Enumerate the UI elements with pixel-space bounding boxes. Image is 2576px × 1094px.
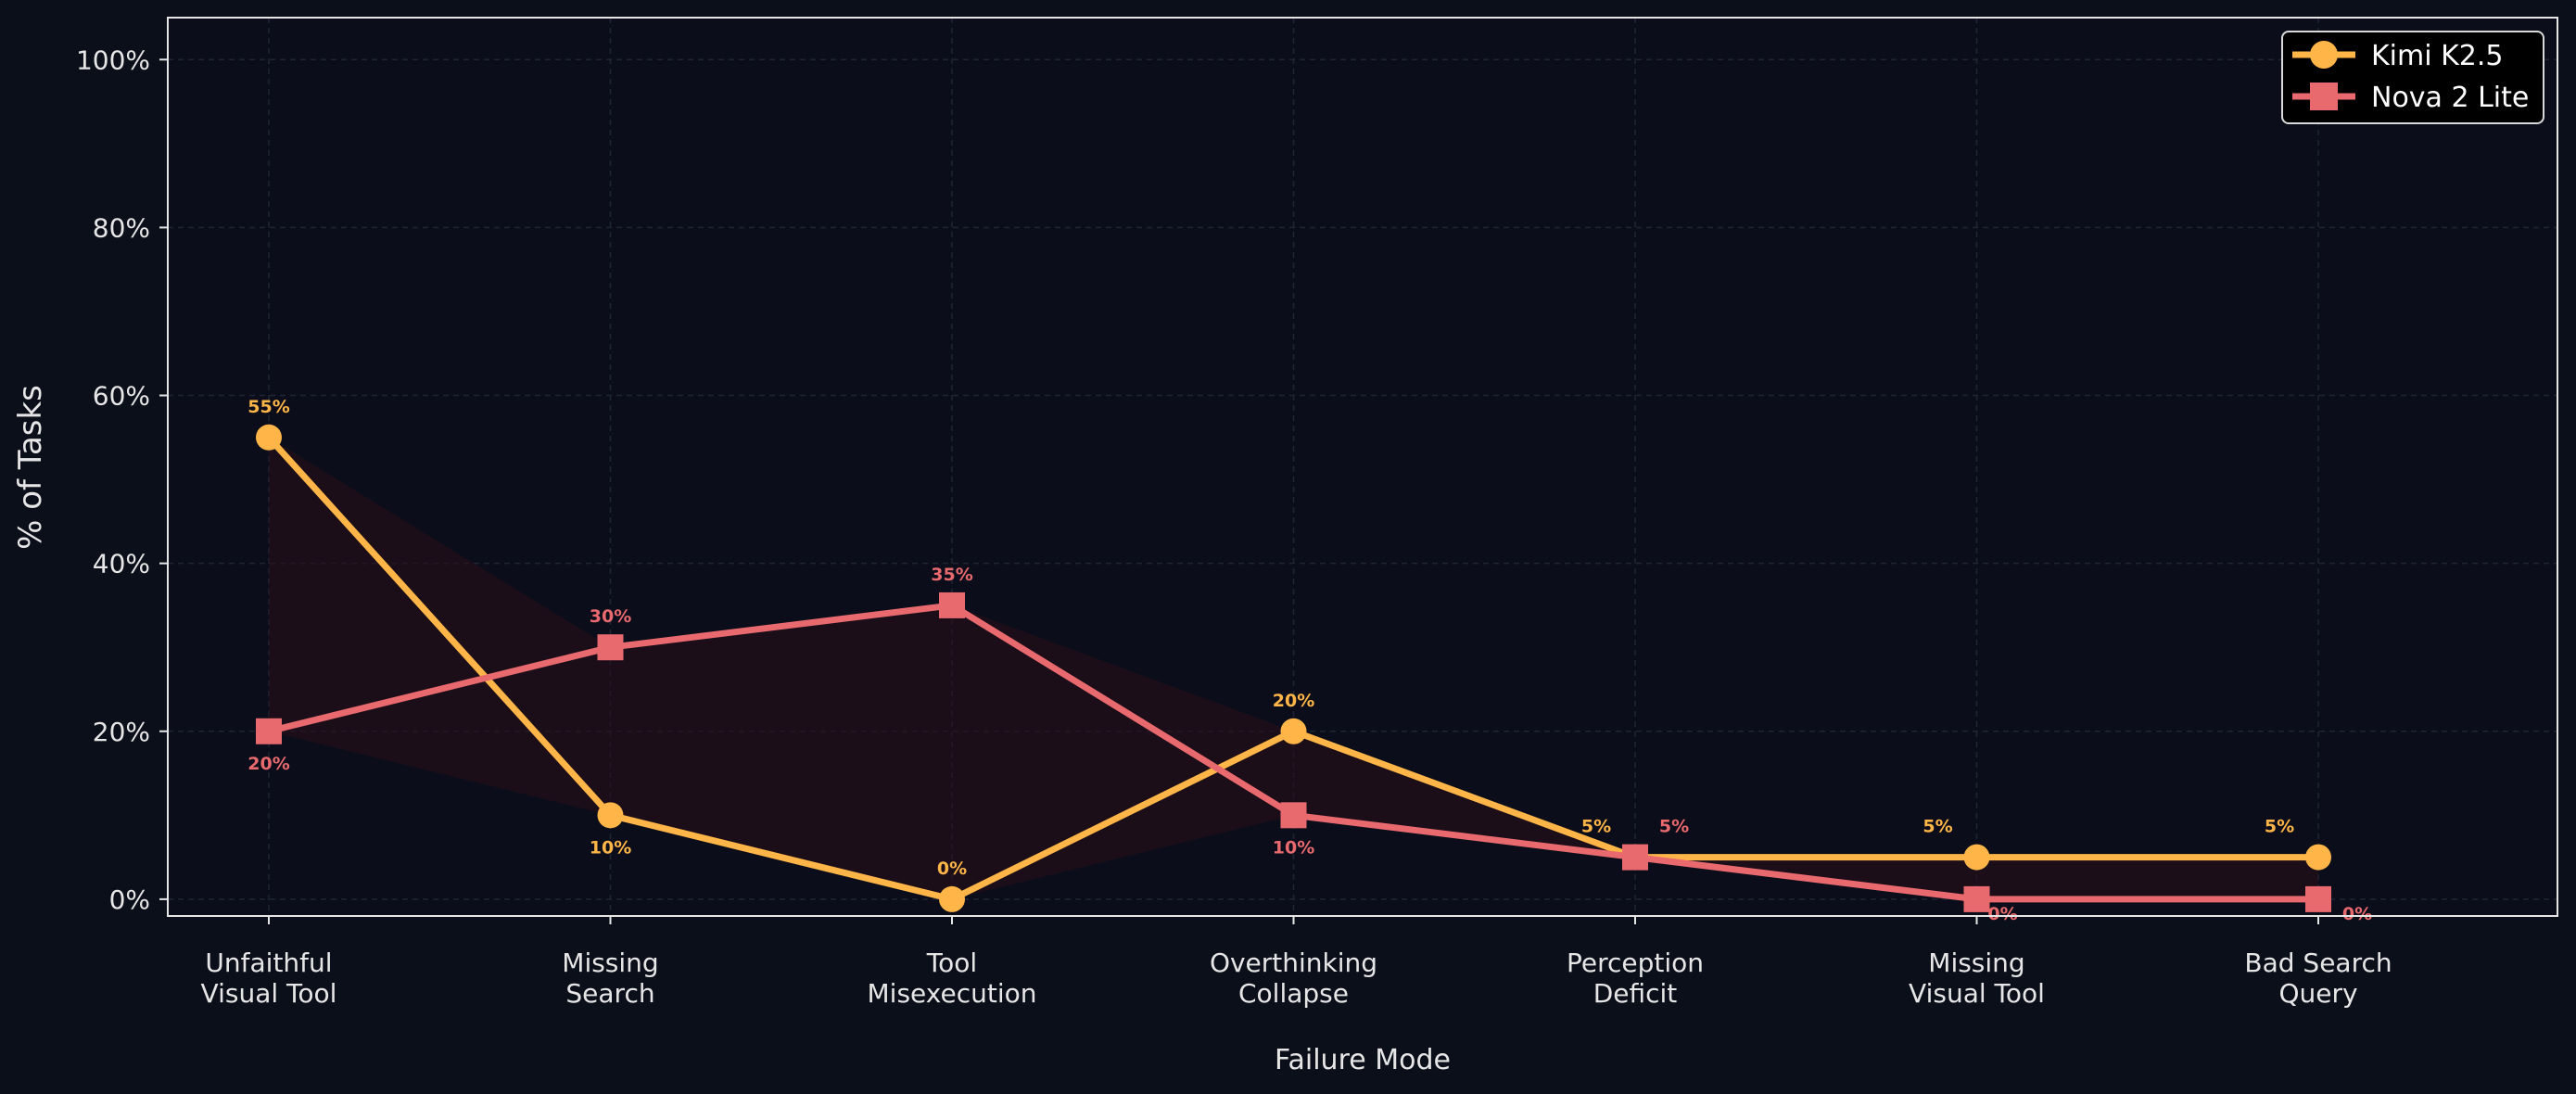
data-label-nova-2-lite: 10% bbox=[1273, 837, 1314, 858]
legend-label-nova-2-lite: Nova 2 Lite bbox=[2371, 82, 2529, 114]
x-tick-label: Missing bbox=[1928, 948, 2024, 978]
y-tick-label: 100% bbox=[76, 45, 150, 75]
data-label-kimi-k2-5: 55% bbox=[247, 397, 289, 417]
data-label-kimi-k2-5: 5% bbox=[1922, 817, 1952, 837]
marker-kimi-k2-5 bbox=[939, 885, 965, 912]
data-label-nova-2-lite: 5% bbox=[1659, 817, 1689, 837]
x-tick-label: Visual Tool bbox=[1909, 978, 2045, 1009]
x-tick-label: Missing bbox=[562, 948, 658, 978]
marker-nova-2-lite bbox=[2305, 885, 2331, 912]
marker-nova-2-lite bbox=[597, 634, 624, 661]
marker-kimi-k2-5 bbox=[256, 424, 282, 451]
x-axis-title: Failure Mode bbox=[1275, 1044, 1451, 1076]
x-tick-label: Unfaithful bbox=[205, 948, 332, 978]
x-tick-label: Misexecution bbox=[868, 978, 1037, 1009]
x-tick-label: Deficit bbox=[1593, 978, 1678, 1009]
series-markers bbox=[256, 424, 2331, 912]
x-tick-label: Perception bbox=[1567, 948, 1704, 978]
marker-nova-2-lite bbox=[1280, 802, 1307, 829]
x-tick-label: Visual Tool bbox=[201, 978, 337, 1009]
marker-kimi-k2-5 bbox=[2305, 844, 2331, 871]
x-tick-label: Search bbox=[565, 978, 654, 1009]
x-tick-label: Collapse bbox=[1238, 978, 1349, 1009]
marker-nova-2-lite bbox=[939, 592, 965, 618]
data-label-nova-2-lite: 0% bbox=[2342, 904, 2372, 924]
data-label-kimi-k2-5: 0% bbox=[937, 859, 967, 879]
data-label-kimi-k2-5: 5% bbox=[2265, 817, 2294, 837]
data-labels: 55% 10% 0% 20% 5% 5% 5% 20% 30% 35% 10% 5% 0% 0% bbox=[247, 397, 2372, 924]
marker-nova-2-lite bbox=[1963, 885, 1990, 912]
x-tick-label: Tool bbox=[926, 948, 977, 978]
data-label-kimi-k2-5: 20% bbox=[1273, 691, 1314, 711]
x-tick-label: Bad Search bbox=[2244, 948, 2392, 978]
plot-frame bbox=[167, 17, 2558, 917]
legend-label-kimi-k2-5: Kimi K2.5 bbox=[2371, 40, 2504, 72]
data-label-nova-2-lite: 0% bbox=[1987, 904, 2017, 924]
data-label-kimi-k2-5: 10% bbox=[590, 837, 631, 858]
y-tick-label: 40% bbox=[93, 549, 150, 579]
marker-kimi-k2-5 bbox=[1280, 718, 1307, 744]
legend: Kimi K2.5 Nova 2 Lite bbox=[2281, 31, 2544, 124]
y-axis-title: % of Tasks bbox=[12, 385, 49, 550]
y-tick-label: 0% bbox=[109, 884, 150, 915]
data-label-kimi-k2-5: 5% bbox=[1581, 817, 1611, 837]
data-label-nova-2-lite: 20% bbox=[247, 754, 289, 774]
y-axis: 0% 20% 40% 60% 80% 100% bbox=[76, 45, 168, 915]
y-tick-label: 60% bbox=[93, 381, 150, 412]
x-tick-label: Overthinking bbox=[1210, 948, 1377, 978]
marker-kimi-k2-5 bbox=[1963, 844, 1990, 871]
difference-fill bbox=[269, 437, 2318, 899]
difference-area bbox=[269, 437, 2318, 899]
marker-nova-2-lite bbox=[256, 718, 282, 744]
legend-marker-nova-2-lite bbox=[2310, 83, 2338, 110]
legend-marker-kimi-k2-5 bbox=[2310, 41, 2338, 69]
data-label-nova-2-lite: 30% bbox=[590, 606, 631, 627]
marker-kimi-k2-5 bbox=[597, 802, 624, 829]
y-tick-label: 80% bbox=[93, 212, 150, 243]
y-tick-label: 20% bbox=[93, 717, 150, 747]
marker-nova-2-lite bbox=[1622, 844, 1648, 871]
data-label-nova-2-lite: 35% bbox=[931, 565, 972, 585]
x-tick-label: Query bbox=[2278, 978, 2357, 1009]
